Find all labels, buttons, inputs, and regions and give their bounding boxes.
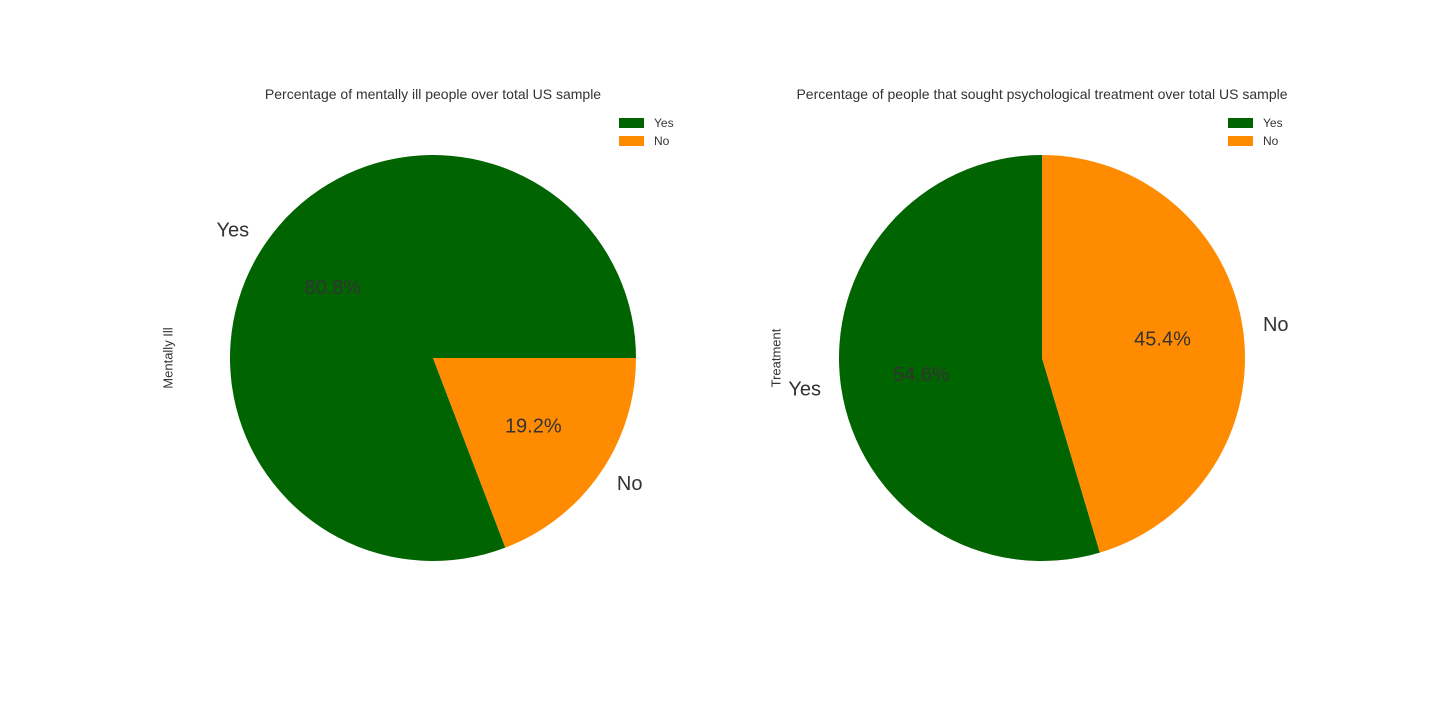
slice-percent-yes: 54.6%	[893, 364, 950, 386]
legend: Yes No	[619, 114, 674, 150]
pie-chart-mentally-ill: Yes 80.8% No 19.2%	[216, 154, 643, 561]
pie-slice-yes	[838, 155, 1100, 561]
pie-slice-no	[433, 358, 636, 548]
slice-percent-yes: 80.8%	[304, 277, 361, 299]
slice-label-no: No	[1263, 314, 1289, 336]
legend-swatch-no	[619, 136, 644, 146]
slice-label-yes: Yes	[788, 378, 821, 400]
chart-title: Percentage of mentally ill people over t…	[264, 86, 602, 102]
legend-label-no: No	[1263, 134, 1279, 148]
legend-item-no: No	[619, 132, 674, 150]
legend-label-yes: Yes	[1263, 116, 1283, 130]
slice-percent-no: 19.2%	[505, 415, 562, 437]
legend-swatch-yes	[1228, 118, 1253, 128]
legend-label-yes: Yes	[654, 116, 674, 130]
chart-title: Percentage of people that sought psychol…	[796, 86, 1288, 102]
chart-panel-mentally-ill: Percentage of mentally ill people over t…	[161, 86, 674, 561]
pie-slice-no	[1042, 155, 1245, 553]
chart-panel-treatment: Percentage of people that sought psychol…	[720, 0, 1440, 720]
slice-percent-no: 45.4%	[1134, 329, 1191, 351]
legend-item-no: No	[1228, 132, 1283, 150]
legend: Yes No	[1228, 114, 1283, 150]
legend-swatch-yes	[619, 118, 644, 128]
legend-item-yes: Yes	[1228, 114, 1283, 132]
legend-label-no: No	[654, 134, 670, 148]
legend-item-yes: Yes	[619, 114, 674, 132]
slice-label-no: No	[617, 473, 643, 495]
pie-chart-treatment: Yes 54.6% No 45.4%	[788, 155, 1289, 561]
legend-swatch-no	[1228, 136, 1253, 146]
slice-label-yes: Yes	[216, 220, 249, 242]
